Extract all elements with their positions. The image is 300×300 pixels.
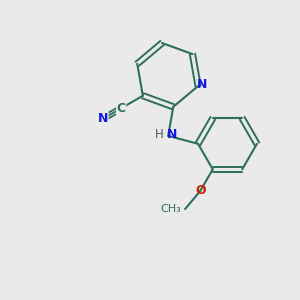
Text: N: N xyxy=(98,112,108,125)
Text: O: O xyxy=(195,184,206,197)
Text: N: N xyxy=(197,78,207,91)
Text: C: C xyxy=(117,102,126,115)
Text: N: N xyxy=(167,128,177,141)
Text: CH₃: CH₃ xyxy=(160,204,181,214)
Text: H: H xyxy=(154,128,163,141)
